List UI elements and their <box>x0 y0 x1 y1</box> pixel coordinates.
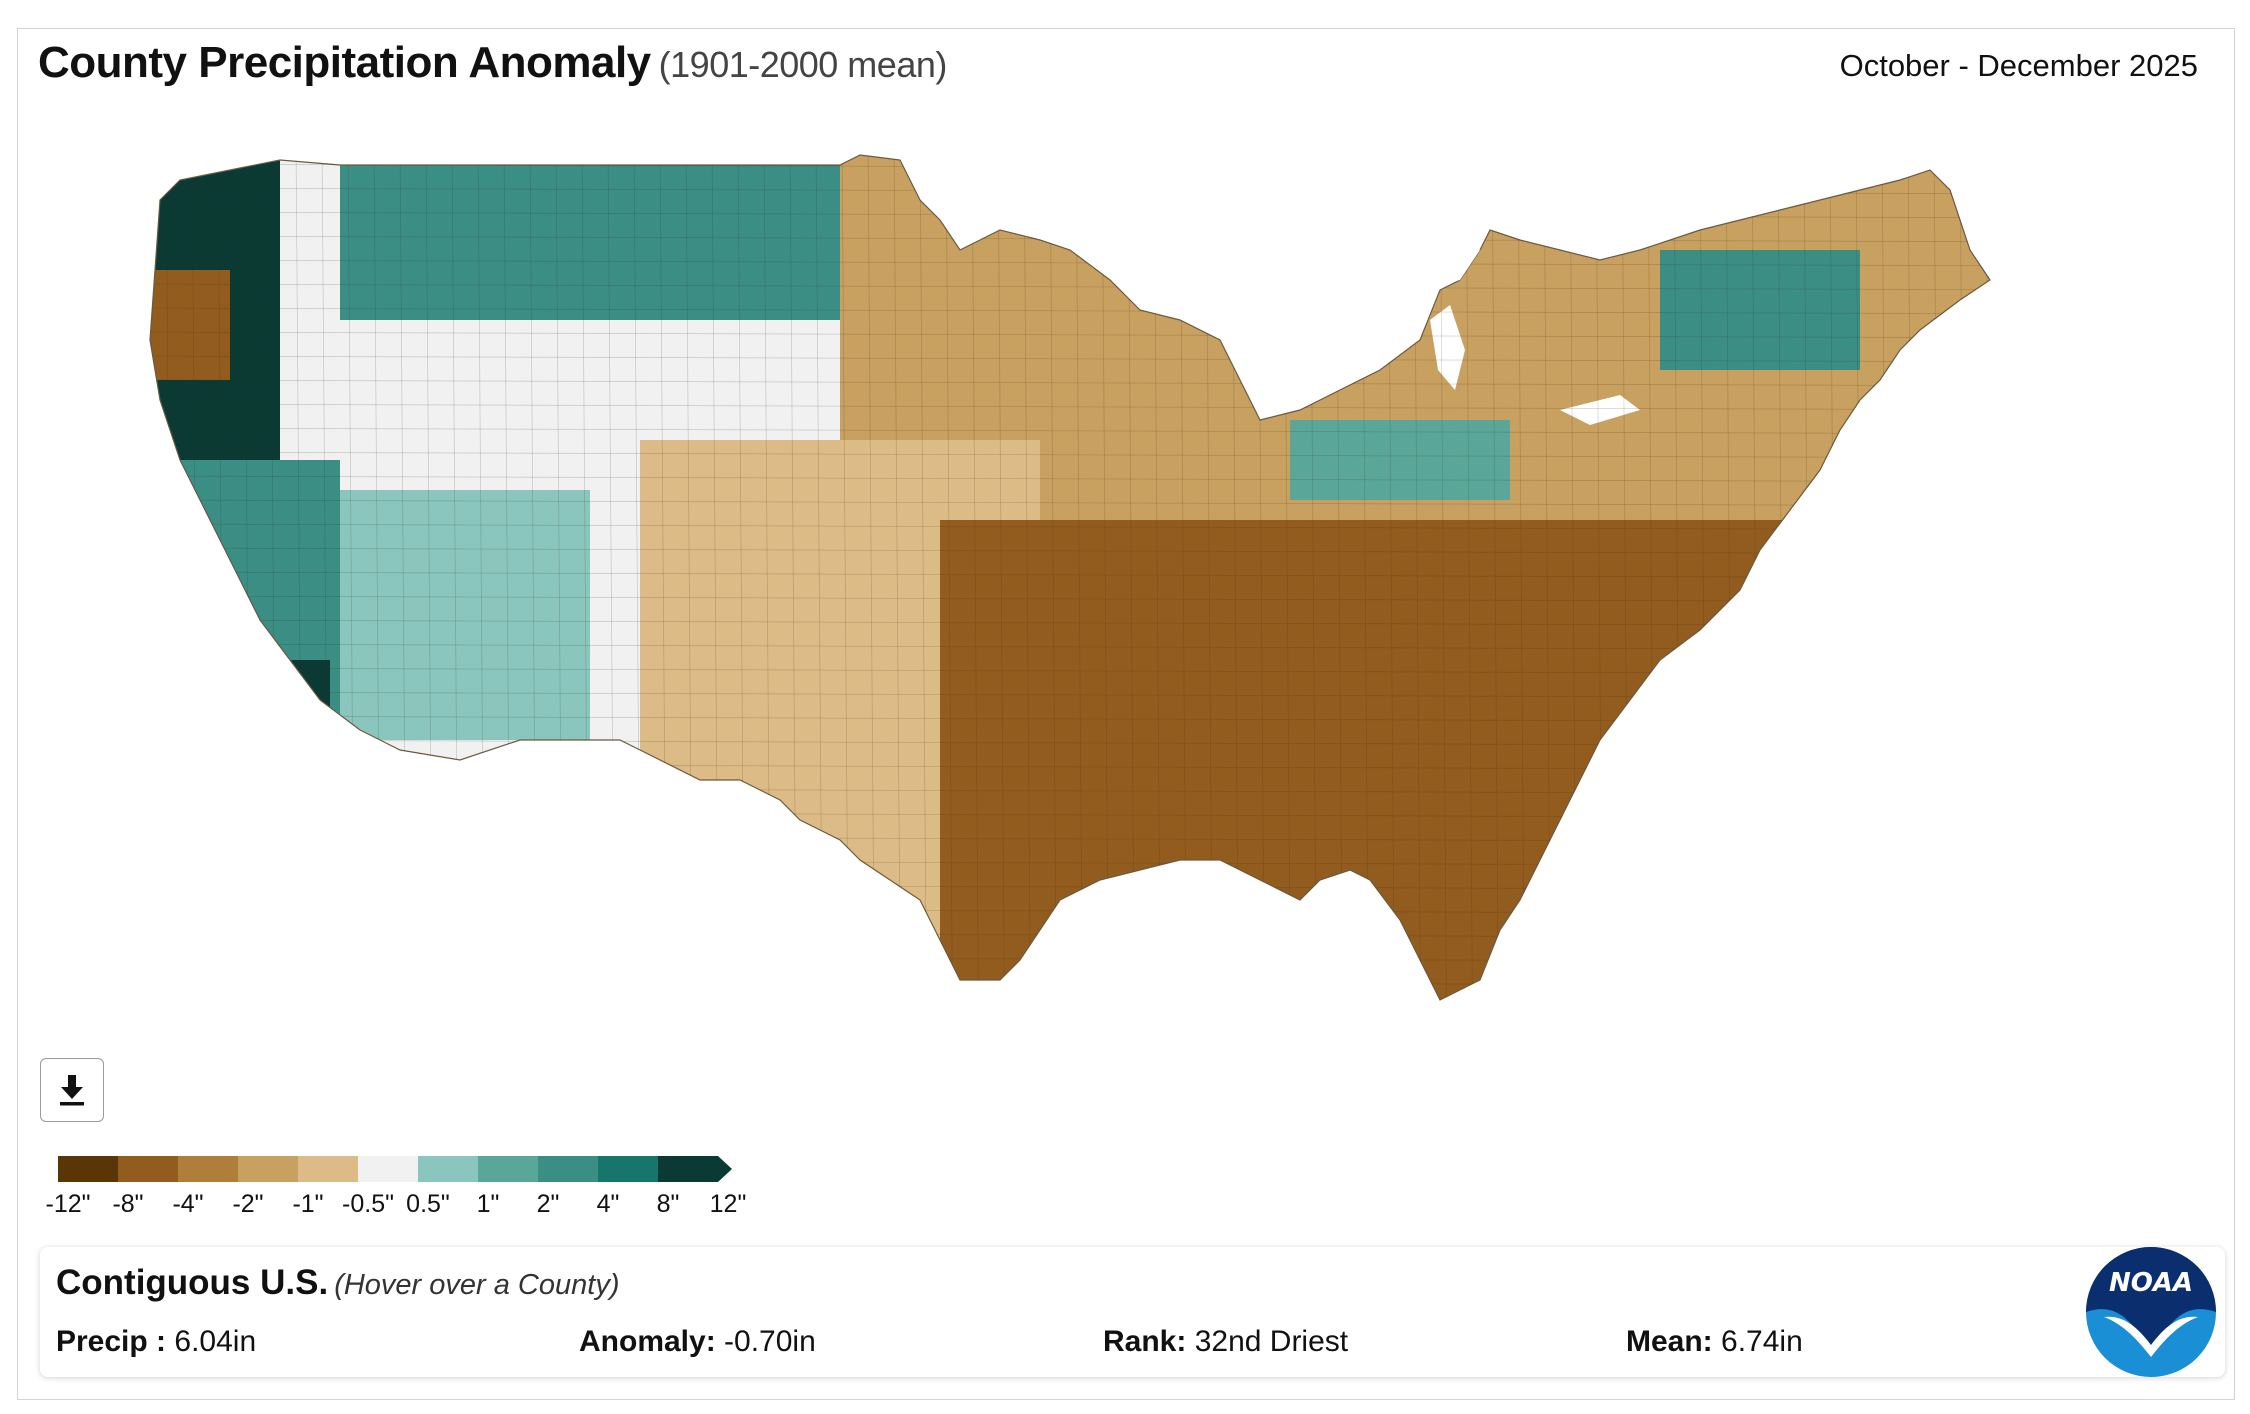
map-region-southeast[interactable] <box>940 520 1940 1220</box>
legend-swatch <box>478 1156 538 1182</box>
map-region-california[interactable] <box>140 460 340 760</box>
legend-tick: -0.5" <box>342 1190 394 1218</box>
legend-tick: 0.5" <box>406 1190 450 1218</box>
map-region-southern-california[interactable] <box>260 660 330 720</box>
legend-swatch <box>298 1156 358 1182</box>
legend-swatch <box>538 1156 598 1182</box>
rank-stat: Rank: 32nd Driest <box>1103 1325 1348 1359</box>
map-region-oregon[interactable] <box>140 270 230 380</box>
legend-tick: -12" <box>45 1190 91 1218</box>
noaa-logo-bird <box>2104 1316 2198 1357</box>
legend-swatch <box>418 1156 478 1182</box>
legend-swatch <box>238 1156 298 1182</box>
legend-swatch <box>658 1156 718 1182</box>
download-button[interactable] <box>40 1058 104 1122</box>
legend-tick: 1" <box>476 1190 500 1218</box>
period-label: October - December 2025 <box>1839 48 2198 83</box>
noaa-logo-top <box>2086 1247 2216 1349</box>
map-region-southwest[interactable] <box>340 490 590 740</box>
title-text: County Precipitation Anomaly <box>38 38 651 87</box>
precip-value: 6.04in <box>174 1325 257 1358</box>
anomaly-stat: Anomaly: -0.70in <box>579 1325 816 1359</box>
legend-tick: 2" <box>536 1190 560 1218</box>
legend-swatch <box>598 1156 658 1182</box>
map-region-northeast[interactable] <box>1660 250 1860 370</box>
legend-swatch <box>118 1156 178 1182</box>
map-regions[interactable] <box>140 140 2100 1220</box>
legend-tick: 8" <box>656 1190 680 1218</box>
us-county-map[interactable] <box>140 140 2100 1220</box>
mean-value: 6.74in <box>1721 1325 1803 1358</box>
legend-swatch <box>58 1156 118 1182</box>
great-lakes <box>1390 235 1640 425</box>
region-label: Contiguous U.S. <box>56 1263 329 1302</box>
noaa-logo-text: NOAA <box>2109 1268 2193 1298</box>
precip-label: Precip : <box>56 1325 167 1358</box>
info-panel: Contiguous U.S. (Hover over a County) Pre… <box>40 1247 2225 1377</box>
rank-value: 32nd Driest <box>1194 1325 1349 1358</box>
legend-tick: -1" <box>292 1190 324 1218</box>
mean-label: Mean: <box>1626 1325 1713 1358</box>
legend-arrow <box>718 1156 732 1182</box>
title-subtitle: (1901-2000 mean) <box>658 44 948 85</box>
us-outline <box>149 154 1991 1001</box>
mean-stat: Mean: 6.74in <box>1626 1325 1803 1359</box>
page-title: County Precipitation Anomaly (1901-2000 m… <box>38 38 947 88</box>
legend-tick: 4" <box>596 1190 620 1218</box>
legend-tick: -4" <box>172 1190 204 1218</box>
legend-tick: 12" <box>709 1190 747 1218</box>
legend-tick: -8" <box>112 1190 144 1218</box>
color-legend <box>58 1156 732 1182</box>
legend-ticks: -12" -8" -4" -2" -1" -0.5" 0.5" 1" 2" 4" 8" 12" <box>44 1190 764 1220</box>
noaa-logo: NOAA <box>2086 1247 2216 1377</box>
map-region-northern-plains[interactable] <box>340 140 840 320</box>
rank-label: Rank: <box>1103 1325 1187 1358</box>
map-region-ohio-valley[interactable] <box>1290 420 1510 500</box>
legend-swatch <box>358 1156 418 1182</box>
county-grid <box>150 155 1990 1000</box>
hover-hint: (Hover over a County) <box>334 1269 620 1301</box>
anomaly-label: Anomaly: <box>579 1325 716 1358</box>
anomaly-value: -0.70in <box>724 1325 816 1358</box>
region-name: Contiguous U.S. (Hover over a County) <box>56 1263 619 1303</box>
legend-swatch <box>178 1156 238 1182</box>
precip-stat: Precip : 6.04in <box>56 1325 256 1359</box>
download-icon <box>60 1075 84 1106</box>
legend-tick: -2" <box>232 1190 264 1218</box>
